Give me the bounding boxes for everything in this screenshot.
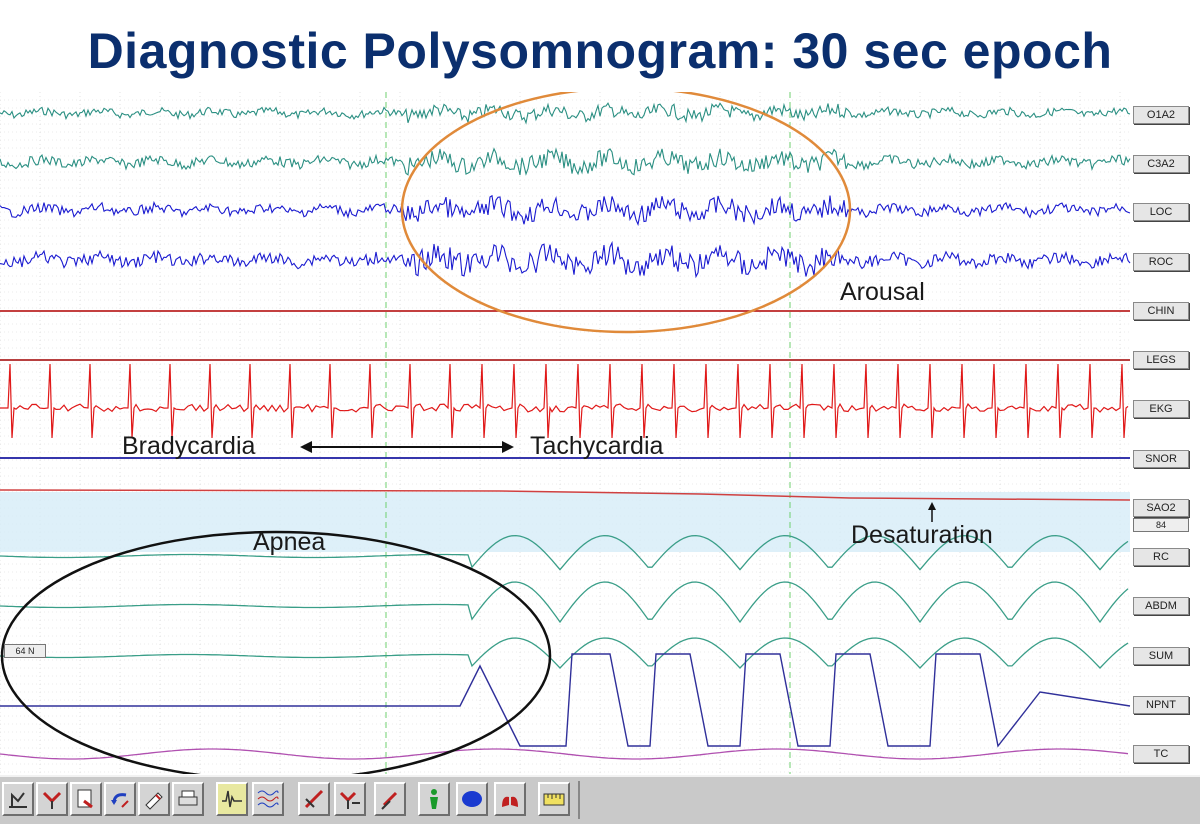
tool-9-icon xyxy=(304,789,324,809)
trace-abdm xyxy=(0,581,1129,624)
trace-tc xyxy=(0,748,1129,760)
brain-icon xyxy=(462,791,482,807)
tool-3-button[interactable] xyxy=(70,782,102,816)
montage-button[interactable] xyxy=(252,782,284,816)
trace-rc xyxy=(0,534,1129,571)
montage-icon xyxy=(257,790,279,808)
trace-ekg xyxy=(0,363,1129,439)
print-button[interactable] xyxy=(172,782,204,816)
channel-label-loc[interactable]: LOC xyxy=(1133,203,1189,221)
tool-1-button[interactable] xyxy=(2,782,34,816)
channel-label-legs[interactable]: LEGS xyxy=(1133,351,1189,369)
bradycardia-annotation: Bradycardia xyxy=(122,432,256,460)
toolbar xyxy=(0,775,1200,824)
trace-npnt xyxy=(0,653,1131,748)
apnea-ellipse xyxy=(0,530,552,774)
tool-5-button[interactable] xyxy=(138,782,170,816)
trace-loc xyxy=(0,194,1131,227)
tool-4-button[interactable] xyxy=(104,782,136,816)
trace-roc xyxy=(0,240,1131,279)
tool-2-button[interactable] xyxy=(36,782,68,816)
trace-panel: O1A2 C3A2 LOC ROC CHIN LEGS EKG SNOR SAO… xyxy=(0,92,1200,774)
desaturation-annotation: Desaturation xyxy=(851,521,993,549)
tachycardia-annotation: Tachycardia xyxy=(530,432,664,460)
tool-4-icon xyxy=(111,793,129,808)
channel-label-o1a2[interactable]: O1A2 xyxy=(1133,106,1189,124)
ruler-icon xyxy=(543,793,565,806)
channel-label-tc[interactable]: TC xyxy=(1133,745,1189,763)
tool-3-icon xyxy=(77,789,93,809)
trace-sao2 xyxy=(0,489,1131,501)
lungs-icon xyxy=(502,791,518,807)
channel-label-ekg[interactable]: EKG xyxy=(1133,400,1189,418)
arousal-annotation: Arousal xyxy=(840,278,925,306)
trace-o1a2 xyxy=(0,102,1131,125)
tool-2-icon xyxy=(42,791,62,809)
trace-sum xyxy=(0,637,1129,669)
arousal-ellipse xyxy=(400,92,852,334)
waveform-button[interactable] xyxy=(216,782,248,816)
brain-button[interactable] xyxy=(456,782,488,816)
channel-label-sum[interactable]: SUM xyxy=(1133,647,1189,665)
channel-label-roc[interactable]: ROC xyxy=(1133,253,1189,271)
tool-10-button[interactable] xyxy=(334,782,366,816)
patient-icon xyxy=(430,789,438,809)
desaturation-arrowhead xyxy=(928,502,936,510)
tool-1-icon xyxy=(9,792,27,808)
lungs-button[interactable] xyxy=(494,782,526,816)
channel-label-chin[interactable]: CHIN xyxy=(1133,302,1189,320)
sum-scale-box[interactable]: 64 N xyxy=(4,644,46,658)
sao2-band xyxy=(0,492,1130,552)
channel-label-c3a2[interactable]: C3A2 xyxy=(1133,155,1189,173)
page-title: Diagnostic Polysomnogram: 30 sec epoch xyxy=(87,23,1113,79)
channel-label-rc[interactable]: RC xyxy=(1133,548,1189,566)
channel-label-abdm[interactable]: ABDM xyxy=(1133,597,1189,615)
traces-canvas xyxy=(0,92,1131,774)
ruler-button[interactable] xyxy=(538,782,570,816)
toolbar-divider xyxy=(578,781,580,819)
heart-rate-arrowhead-left xyxy=(300,441,312,453)
channel-label-sao2[interactable]: SAO2 xyxy=(1133,499,1189,517)
tool-10-icon xyxy=(339,791,360,809)
sao2-value: 84 xyxy=(1133,518,1189,532)
tool-9-button[interactable] xyxy=(298,782,330,816)
channel-label-snor[interactable]: SNOR xyxy=(1133,450,1189,468)
apnea-annotation: Apnea xyxy=(253,528,326,556)
trace-c3a2 xyxy=(0,147,1131,176)
print-icon xyxy=(178,790,198,806)
heart-rate-arrowhead-right xyxy=(502,441,514,453)
patient-button[interactable] xyxy=(418,782,450,816)
channel-label-npnt[interactable]: NPNT xyxy=(1133,696,1189,714)
tool-11-button[interactable] xyxy=(374,782,406,816)
tool-5-icon xyxy=(145,792,163,810)
waveform-icon xyxy=(222,790,242,808)
tool-11-icon xyxy=(381,791,398,810)
